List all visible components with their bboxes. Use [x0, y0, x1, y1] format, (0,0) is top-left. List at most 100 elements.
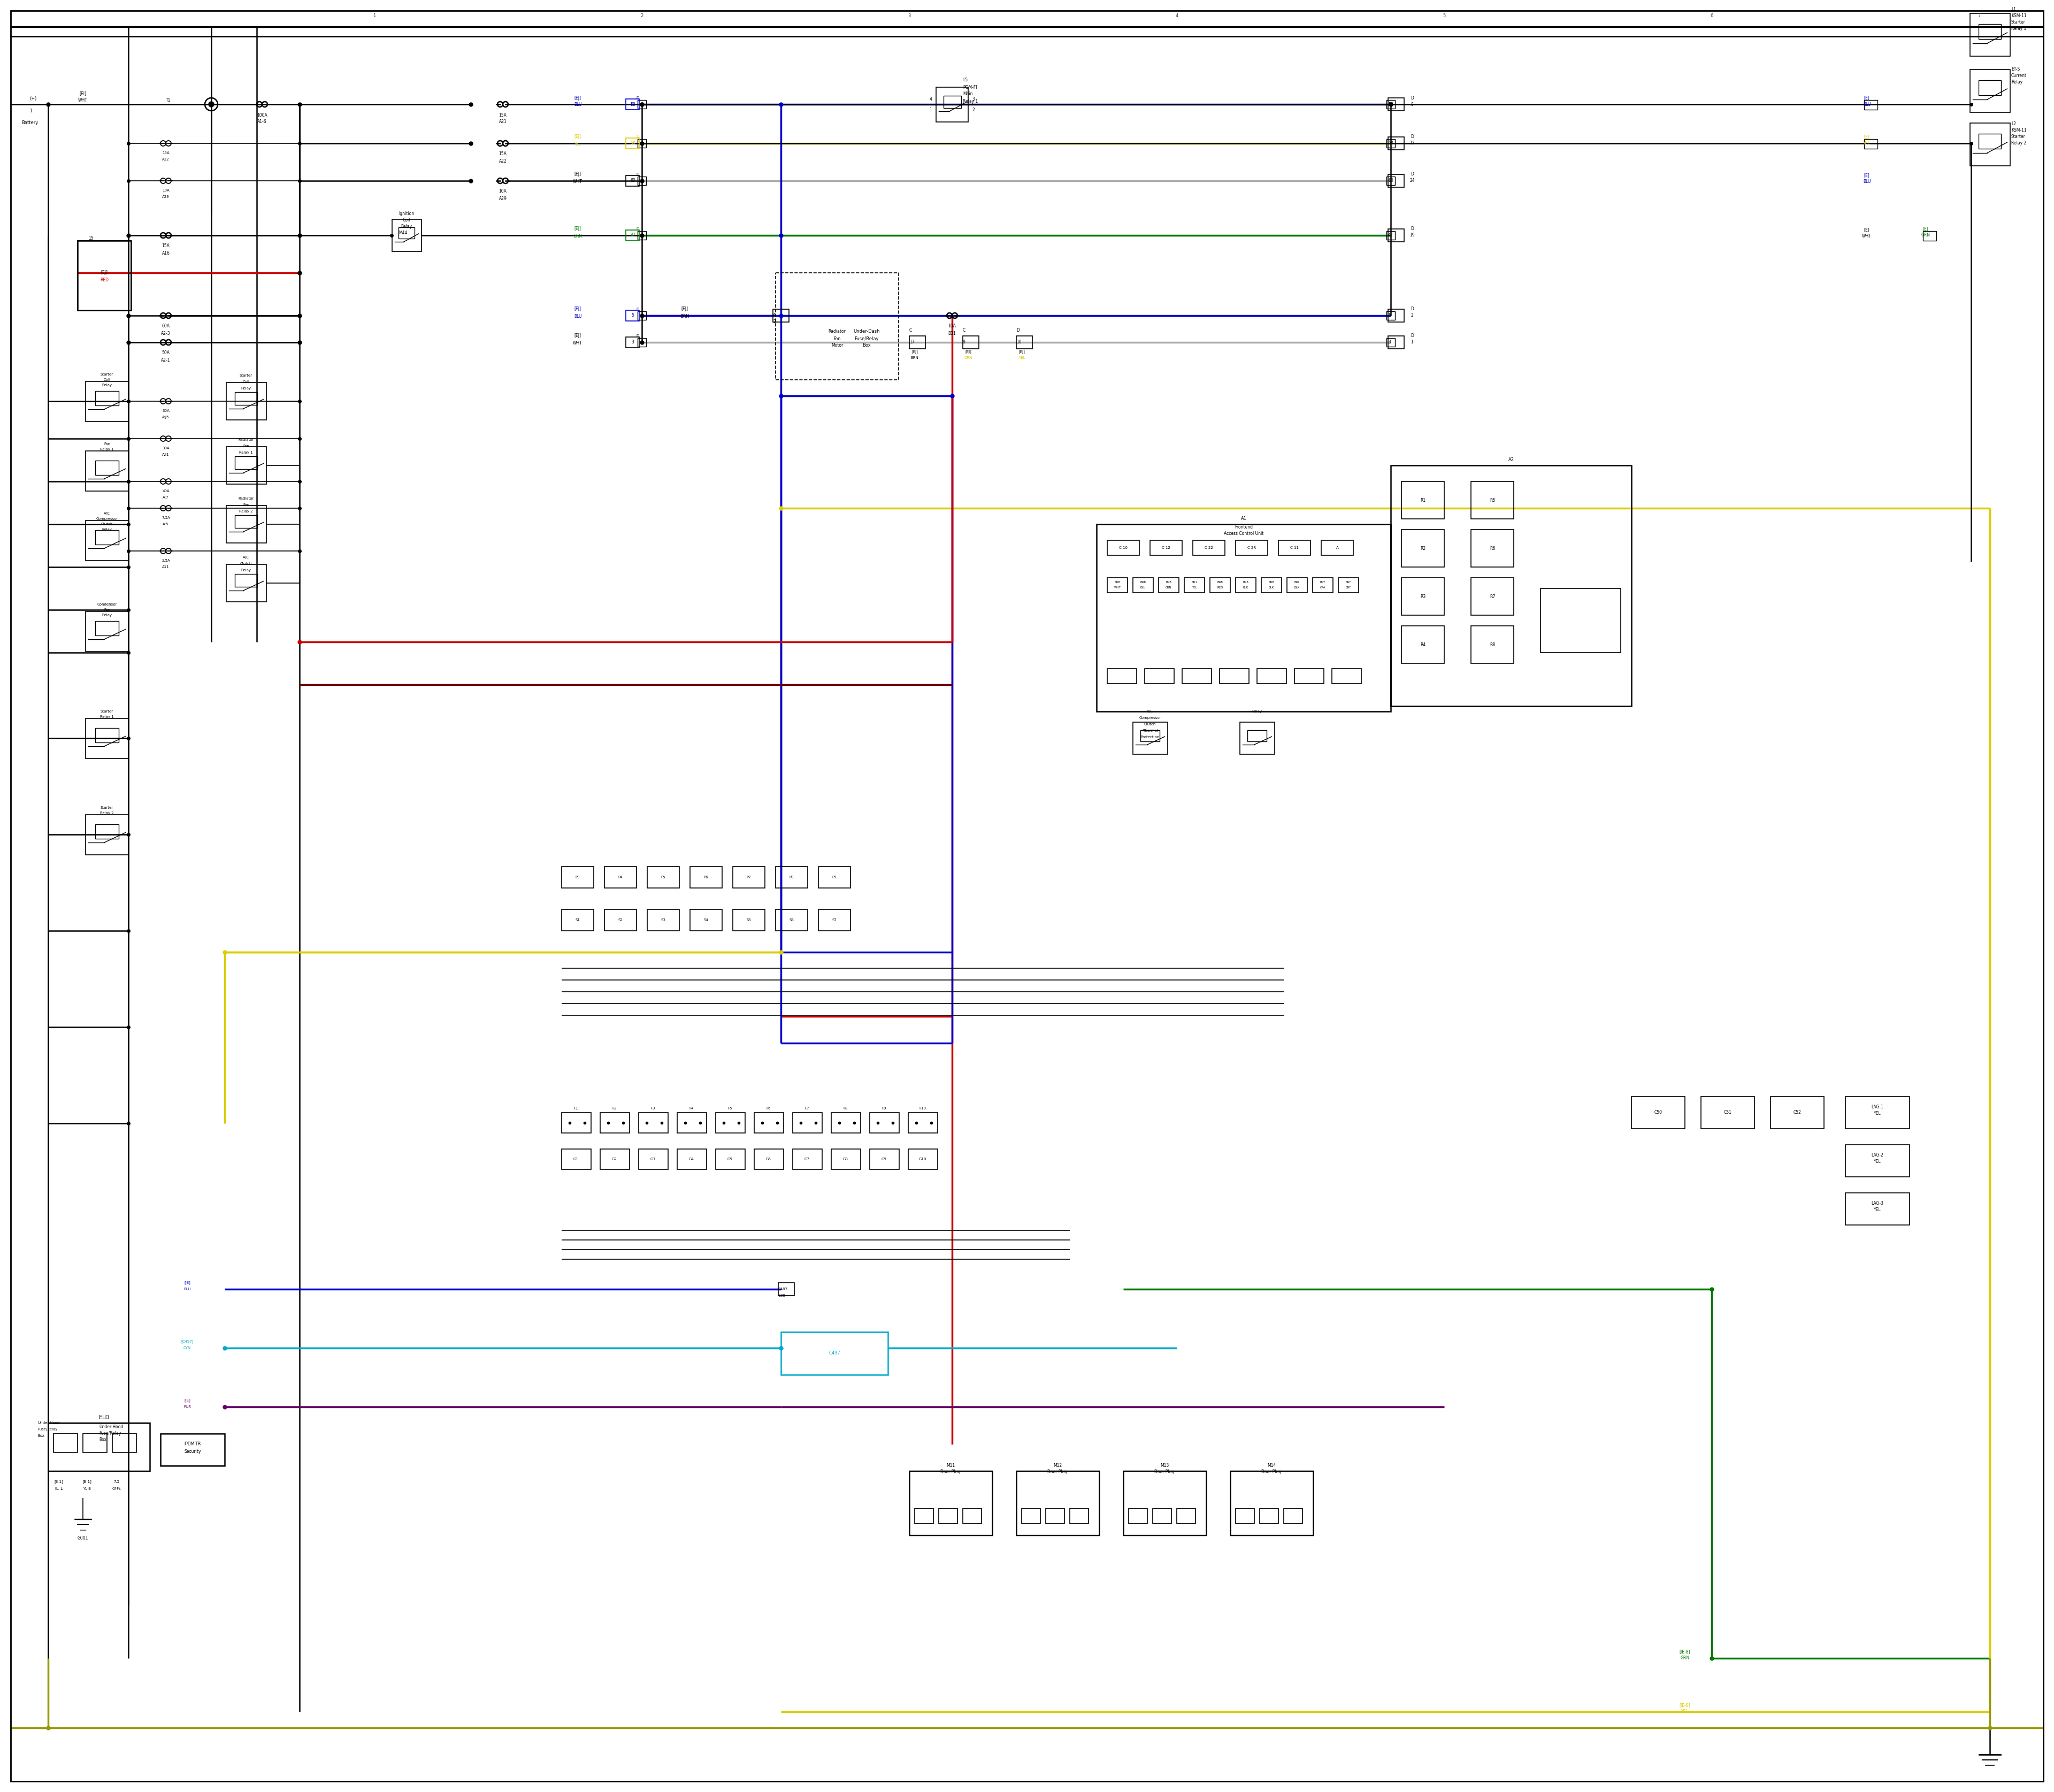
- Text: [IE]: [IE]: [185, 1398, 191, 1401]
- Text: Current: Current: [2011, 73, 2027, 79]
- Bar: [869, 1113, 900, 1133]
- Text: KSM-11: KSM-11: [2011, 127, 2027, 133]
- Text: A/C: A/C: [105, 513, 111, 514]
- Bar: [604, 909, 637, 930]
- Text: 60A: 60A: [162, 324, 170, 328]
- Bar: [778, 1283, 795, 1296]
- Text: BLK: BLK: [1269, 586, 1273, 590]
- Text: Relay 1: Relay 1: [101, 448, 113, 452]
- Bar: [94, 391, 119, 405]
- Text: C52: C52: [1793, 1111, 1801, 1115]
- Bar: [1278, 539, 1310, 556]
- Text: Fan: Fan: [242, 504, 249, 507]
- Text: M14: M14: [1267, 1464, 1276, 1468]
- Text: [E]: [E]: [1863, 134, 1869, 140]
- Bar: [1193, 539, 1224, 556]
- Bar: [793, 1149, 822, 1170]
- Bar: [1389, 335, 1405, 349]
- Bar: [647, 867, 680, 889]
- Text: Door Plug: Door Plug: [1154, 1469, 1175, 1475]
- Text: P7: P7: [746, 876, 752, 878]
- Text: [C497]: [C497]: [181, 1340, 193, 1344]
- Bar: [561, 1149, 592, 1170]
- Bar: [1017, 335, 1033, 349]
- Bar: [626, 99, 639, 109]
- Bar: [1158, 577, 1179, 593]
- Text: BRY: BRY: [1321, 581, 1325, 584]
- Text: G9: G9: [881, 1158, 887, 1161]
- Text: Starter: Starter: [101, 710, 113, 713]
- Text: C487: C487: [778, 1288, 789, 1290]
- Text: A11: A11: [162, 566, 170, 568]
- Text: 5: 5: [1442, 14, 1446, 18]
- Text: L2: L2: [2011, 122, 2017, 127]
- Text: Fan: Fan: [105, 607, 111, 611]
- Text: D: D: [637, 172, 639, 176]
- Text: 1: 1: [29, 109, 33, 113]
- Bar: [1261, 577, 1282, 593]
- Text: IL. L: IL. L: [55, 1487, 64, 1491]
- Bar: [1389, 174, 1405, 186]
- Bar: [1401, 577, 1444, 615]
- Text: A:J5: A:J5: [162, 416, 168, 419]
- Text: G001: G001: [78, 1536, 88, 1541]
- Text: F8: F8: [844, 1107, 848, 1109]
- Text: P4: P4: [618, 876, 622, 878]
- Text: C497: C497: [828, 1351, 840, 1357]
- Text: 15A: 15A: [162, 244, 170, 249]
- Text: WHT: WHT: [78, 99, 88, 102]
- Bar: [561, 909, 594, 930]
- Text: [EI]: [EI]: [80, 91, 86, 97]
- Text: C: C: [910, 328, 912, 333]
- Text: Coil: Coil: [242, 380, 249, 383]
- Bar: [690, 909, 723, 930]
- Bar: [1257, 668, 1286, 683]
- Text: C 11: C 11: [1290, 547, 1298, 550]
- Text: C 22: C 22: [1204, 547, 1214, 550]
- Bar: [1237, 539, 1267, 556]
- Bar: [937, 88, 967, 122]
- Bar: [637, 231, 647, 240]
- Bar: [53, 1434, 78, 1452]
- Text: D: D: [1411, 226, 1413, 231]
- Bar: [113, 1434, 136, 1452]
- Bar: [600, 1113, 631, 1133]
- Bar: [1386, 140, 1395, 147]
- Text: [EJ]: [EJ]: [575, 226, 581, 231]
- Text: M12: M12: [1054, 1464, 1062, 1468]
- Text: S5: S5: [746, 919, 752, 921]
- Text: R3: R3: [1419, 593, 1425, 599]
- Bar: [678, 1113, 707, 1133]
- Bar: [626, 310, 639, 321]
- Text: [E]: [E]: [1863, 174, 1869, 177]
- Bar: [78, 240, 131, 310]
- Text: YEL: YEL: [1873, 1111, 1881, 1116]
- Bar: [1389, 136, 1405, 151]
- Text: C4Fs: C4Fs: [113, 1487, 121, 1491]
- Bar: [1471, 577, 1514, 615]
- Text: Security: Security: [185, 1450, 201, 1453]
- Bar: [1288, 577, 1306, 593]
- Text: 100A: 100A: [257, 113, 267, 118]
- Bar: [637, 339, 647, 346]
- Bar: [1230, 1471, 1313, 1536]
- Text: BRY: BRY: [1345, 581, 1352, 584]
- Text: R8: R8: [1489, 642, 1495, 647]
- Text: 30A: 30A: [162, 409, 170, 412]
- Bar: [817, 867, 850, 889]
- Text: 60: 60: [631, 179, 635, 183]
- Text: Relay: Relay: [240, 387, 251, 391]
- Bar: [1970, 124, 2011, 167]
- Text: RED: RED: [1218, 586, 1222, 590]
- Text: Fan: Fan: [834, 337, 840, 340]
- Text: S1: S1: [575, 919, 579, 921]
- Text: BRB: BRB: [1115, 581, 1119, 584]
- Bar: [1970, 13, 2011, 56]
- Text: Starter: Starter: [2011, 134, 2025, 140]
- Text: 4: 4: [1175, 14, 1179, 18]
- Text: BR1: BR1: [1191, 581, 1197, 584]
- Bar: [637, 140, 647, 147]
- Text: C 10: C 10: [1119, 547, 1128, 550]
- Text: 3: 3: [631, 340, 635, 344]
- Text: BLU: BLU: [1863, 179, 1871, 185]
